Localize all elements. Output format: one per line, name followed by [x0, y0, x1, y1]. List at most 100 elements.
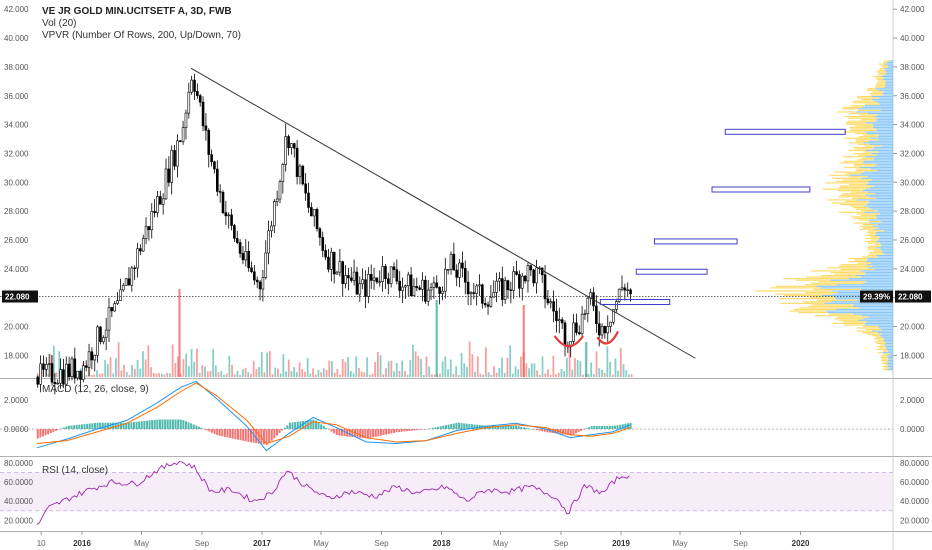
macd-histogram-bar [325, 427, 328, 430]
time-tick-label: May [493, 539, 508, 548]
candle-body [130, 267, 134, 286]
macd-histogram-bar [281, 429, 284, 431]
candle-body [36, 376, 40, 385]
vpvr-row-down [885, 347, 893, 349]
candle-body [113, 303, 117, 312]
macd-histogram-bar [348, 429, 351, 437]
vpvr-row-up [870, 94, 884, 96]
macd-histogram-bar [140, 421, 143, 430]
candle-body [429, 287, 433, 291]
candle-body [509, 289, 513, 291]
vpvr-row-up [856, 213, 880, 215]
macd-histogram-bar [182, 420, 185, 430]
vpvr-row-up [827, 199, 857, 201]
macd-histogram-bar [590, 426, 593, 430]
vpvr-row-up [845, 200, 870, 203]
time-tick-label: Sep [733, 539, 748, 548]
vpvr-row-down [885, 82, 893, 84]
macd-histogram-bar [275, 429, 278, 436]
rsi-line [36, 461, 630, 525]
candle-body [426, 289, 430, 302]
macd-histogram-bar [216, 429, 219, 436]
volume-bar [476, 356, 479, 377]
candle-body [50, 363, 54, 383]
candle-body [415, 286, 419, 289]
price-tick-left: 34.000 [4, 121, 29, 130]
candle-body [347, 275, 350, 279]
macd-histogram-bar [239, 429, 242, 441]
candle-body [458, 262, 461, 278]
vpvr-row-up [856, 330, 872, 332]
vpvr-row-down [858, 319, 893, 321]
macd-histogram-bar [507, 425, 510, 430]
candle-body [235, 238, 239, 243]
volume-bar [536, 370, 539, 377]
vpvr-row-up [878, 69, 886, 71]
vpvr-row-down [879, 213, 893, 215]
vpvr-row-up [866, 231, 877, 233]
vpvr-row-up [827, 267, 869, 269]
volume-bar [290, 371, 293, 377]
volume-bar [366, 357, 368, 377]
volume-bar [225, 373, 228, 377]
candle-body [609, 321, 612, 327]
vpvr-row-down [876, 231, 893, 233]
time-tick-label: May [672, 539, 687, 548]
vpvr-legend: VPVR (Number Of Rows, 200, Up/Down, 70) [42, 30, 241, 41]
vpvr-row-down [867, 180, 893, 183]
volume-bar [201, 365, 204, 377]
vpvr-row-up [822, 188, 866, 190]
vpvr-row-down [884, 68, 893, 70]
vpvr-row-up [811, 304, 854, 306]
candle-body [546, 298, 550, 304]
vpvr-row-up [840, 203, 868, 206]
vpvr-row-down [864, 156, 893, 158]
rsi-tick-right: 80.0000 [900, 459, 929, 468]
volume-bar [360, 371, 363, 377]
candle-body [124, 278, 128, 286]
volume-bar [198, 372, 201, 377]
macd-histogram-bar [379, 429, 382, 436]
vpvr-row-up [870, 236, 880, 238]
candle-body [315, 209, 319, 230]
candle-body [444, 269, 447, 292]
macd-histogram-bar [75, 424, 78, 430]
vpvr-row-up [884, 367, 890, 369]
vpvr-row-up [867, 254, 877, 257]
volume-legend: Vol (20) [42, 18, 77, 29]
macd-histogram-bar [567, 429, 570, 435]
candle-body [378, 281, 382, 283]
vpvr-histogram [755, 60, 893, 371]
candle-body [481, 284, 484, 304]
vpvr-row-down [874, 157, 893, 159]
volume-bar [123, 364, 125, 377]
macd-histogram-bar [221, 429, 224, 437]
candlesticks [36, 73, 632, 395]
candle-body [372, 277, 376, 281]
vpvr-row-down [878, 325, 893, 328]
candle-body [384, 266, 387, 280]
macd-histogram-bar [431, 427, 434, 430]
macd-histogram-bar [171, 419, 174, 430]
volume-bar [412, 344, 414, 377]
volume-bar [90, 374, 93, 377]
vpvr-row-down [885, 80, 893, 82]
vpvr-row-up [820, 274, 856, 277]
macd-histogram-bar [244, 429, 247, 442]
rsi-tick-left: 40.0000 [4, 497, 33, 506]
volume-bar [287, 359, 290, 377]
volume-bar [368, 374, 371, 377]
vpvr-row-up [770, 287, 821, 289]
vpvr-row-up [876, 71, 886, 73]
volume-bar [582, 374, 584, 377]
vpvr-row-up [872, 250, 882, 252]
candle-body [87, 351, 91, 368]
candle-body [247, 250, 250, 269]
macd-histogram-bar [242, 429, 245, 441]
candle-body [93, 355, 97, 361]
candle-body [435, 282, 439, 288]
volume-bar [282, 354, 285, 377]
vpvr-row-up [877, 82, 886, 84]
vpvr-row-up [853, 217, 878, 220]
